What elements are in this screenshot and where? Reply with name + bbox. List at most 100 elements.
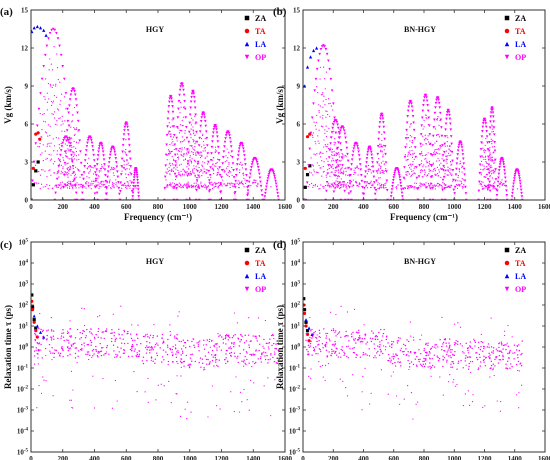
data-point-op	[316, 340, 318, 343]
data-point-op	[108, 153, 112, 157]
data-point-op	[134, 186, 136, 188]
data-point-op	[130, 190, 134, 193]
data-point-op	[43, 120, 45, 122]
data-point-op	[38, 146, 41, 148]
data-point-op	[405, 121, 409, 125]
data-point-op	[474, 341, 477, 344]
data-point-op	[39, 312, 41, 315]
data-point-op	[446, 169, 448, 171]
data-point-op	[45, 339, 48, 341]
data-point-op	[420, 151, 423, 153]
data-point-op	[307, 351, 309, 353]
data-point-op	[331, 126, 335, 130]
data-point-op	[152, 334, 155, 337]
data-point-op	[322, 165, 324, 168]
data-point-op	[176, 375, 178, 377]
data-point-op	[112, 148, 116, 152]
data-point-op	[212, 128, 216, 131]
data-point-op	[317, 172, 319, 174]
data-point-op	[128, 150, 132, 154]
data-point-op	[384, 349, 387, 351]
data-point-op	[441, 158, 443, 160]
data-point-op	[376, 161, 379, 164]
data-point-op	[318, 111, 320, 113]
data-point-op	[204, 186, 206, 189]
data-point-op	[231, 166, 233, 169]
data-point-op	[124, 168, 126, 170]
data-point-op	[86, 328, 88, 331]
data-point-op	[114, 153, 117, 157]
data-point-op	[450, 160, 452, 163]
data-point-op	[457, 146, 460, 149]
data-point-op	[349, 348, 351, 350]
data-point-op	[45, 44, 49, 48]
data-point-op	[253, 382, 255, 384]
data-point-ta	[305, 135, 310, 139]
data-point-op	[200, 113, 204, 117]
data-point-op	[187, 185, 189, 187]
data-point-op	[248, 344, 250, 346]
data-point-op	[50, 104, 53, 106]
data-point-op	[320, 184, 322, 186]
data-point-op	[46, 145, 48, 147]
data-point-op	[486, 346, 489, 348]
data-point-op	[324, 129, 326, 131]
data-point-za	[31, 183, 35, 187]
data-point-op	[318, 360, 320, 363]
data-point-op	[462, 162, 466, 165]
data-point-op	[429, 183, 431, 185]
data-point-op	[192, 152, 194, 154]
data-point-op	[121, 334, 123, 336]
data-point-op	[70, 180, 72, 182]
data-point-op	[391, 356, 393, 358]
data-point-op	[213, 157, 215, 159]
data-point-op	[425, 186, 427, 188]
legend-label-ta: TA	[255, 27, 266, 36]
data-point-op	[341, 349, 344, 352]
data-point-op	[177, 153, 179, 155]
data-point-op	[407, 105, 411, 109]
data-point-op	[42, 160, 44, 162]
data-point-op	[426, 109, 430, 113]
data-point-op	[63, 161, 67, 165]
data-point-op	[310, 330, 312, 332]
data-point-op	[113, 335, 115, 337]
data-point-op	[166, 168, 168, 170]
data-point-op	[200, 168, 202, 171]
data-point-op	[433, 184, 436, 186]
data-point-op	[197, 174, 200, 178]
data-point-op	[457, 176, 459, 179]
data-point-op	[180, 151, 182, 153]
data-point-op	[154, 343, 157, 346]
data-point-op	[377, 338, 379, 341]
data-point-op	[33, 363, 36, 365]
data-point-op	[208, 179, 211, 182]
data-point-op	[326, 151, 328, 153]
data-point-op	[206, 155, 208, 157]
data-point-op	[332, 168, 334, 170]
data-point-op	[464, 192, 468, 195]
data-point-op	[115, 165, 119, 169]
data-point-op	[446, 145, 449, 147]
data-point-op	[275, 188, 279, 192]
data-point-op	[364, 170, 367, 173]
x-tick-label: 200	[58, 455, 69, 460]
data-point-op	[335, 350, 337, 353]
data-point-op	[434, 173, 436, 175]
data-point-op	[456, 187, 459, 189]
data-point-op	[189, 100, 193, 104]
data-point-op	[513, 172, 517, 176]
data-point-op	[329, 77, 333, 81]
data-point-op	[346, 311, 349, 313]
data-point-op	[325, 349, 328, 351]
data-point-op	[446, 111, 449, 114]
data-point-op	[369, 150, 373, 154]
data-point-op	[207, 185, 210, 187]
data-point-ta	[303, 311, 307, 315]
data-point-op	[489, 115, 493, 118]
data-point-op	[420, 116, 424, 120]
data-point-op	[164, 186, 166, 188]
data-point-op	[94, 186, 97, 189]
data-point-op	[490, 173, 493, 175]
data-point-op	[202, 140, 205, 143]
